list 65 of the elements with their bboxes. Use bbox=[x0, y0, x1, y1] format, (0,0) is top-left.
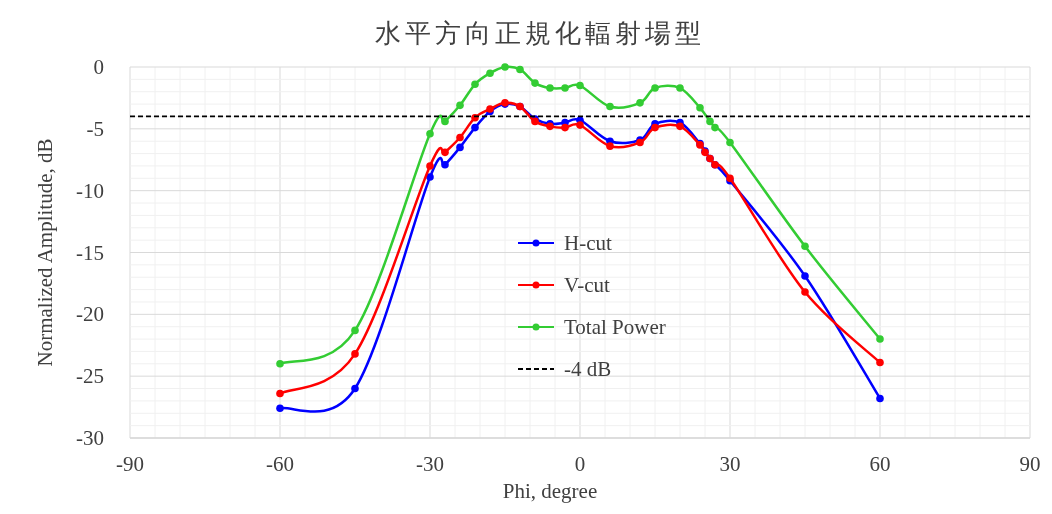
point bbox=[426, 129, 434, 138]
x-tick-label: -60 bbox=[266, 452, 294, 476]
point bbox=[576, 121, 584, 129]
point bbox=[276, 360, 284, 368]
legend-label: Total Power bbox=[564, 315, 666, 339]
legend-label: V-cut bbox=[564, 273, 611, 297]
point bbox=[501, 63, 509, 71]
legend-label: -4 dB bbox=[564, 357, 612, 381]
point bbox=[426, 162, 434, 170]
point bbox=[456, 101, 464, 110]
point bbox=[441, 160, 449, 169]
point bbox=[651, 84, 659, 92]
point bbox=[726, 138, 734, 147]
point bbox=[351, 350, 359, 358]
point bbox=[801, 288, 809, 296]
point bbox=[276, 404, 284, 413]
point bbox=[576, 81, 584, 90]
point bbox=[426, 173, 434, 181]
x-tick-label: 0 bbox=[574, 452, 586, 476]
point bbox=[561, 84, 569, 92]
point bbox=[876, 394, 884, 403]
x-tick-label: 60 bbox=[869, 452, 891, 476]
y-tick-label: -20 bbox=[76, 302, 104, 327]
point bbox=[801, 242, 809, 251]
point bbox=[546, 84, 554, 92]
point bbox=[636, 99, 644, 107]
y-tick-label: -30 bbox=[76, 426, 104, 450]
point bbox=[516, 65, 524, 74]
legend-label: H-cut bbox=[564, 231, 612, 255]
point bbox=[486, 69, 494, 77]
y-tick-label: -15 bbox=[76, 240, 104, 265]
point bbox=[801, 272, 809, 280]
point bbox=[531, 79, 539, 87]
x-tick-label: -90 bbox=[116, 452, 144, 476]
x-tick-label: 30 bbox=[719, 452, 741, 476]
x-axis-title: Phi, degree bbox=[502, 479, 598, 503]
point bbox=[456, 133, 464, 142]
y-tick-label: -25 bbox=[76, 364, 104, 389]
point bbox=[606, 102, 614, 111]
point bbox=[676, 84, 684, 92]
point bbox=[441, 148, 449, 157]
x-tick-label: -30 bbox=[416, 452, 444, 476]
point bbox=[606, 142, 614, 150]
point bbox=[276, 389, 284, 398]
point bbox=[471, 80, 479, 89]
point bbox=[706, 117, 714, 126]
point bbox=[351, 326, 359, 335]
point bbox=[676, 122, 684, 131]
point bbox=[441, 117, 449, 126]
point bbox=[696, 104, 704, 112]
point bbox=[471, 123, 479, 132]
y-tick-label: -10 bbox=[76, 178, 104, 203]
point bbox=[471, 113, 479, 122]
chart-title: 水平方向正規化輻射場型 bbox=[375, 18, 705, 48]
x-tick-label: 90 bbox=[1019, 452, 1041, 476]
point bbox=[876, 335, 884, 343]
y-axis-title: Normalized Amplitude, dB bbox=[33, 138, 57, 367]
point bbox=[351, 384, 359, 393]
y-tick-label: 0 bbox=[93, 55, 104, 79]
point bbox=[876, 358, 884, 367]
point bbox=[711, 123, 719, 132]
point bbox=[561, 123, 569, 132]
y-tick-label: -5 bbox=[86, 116, 104, 141]
point bbox=[651, 123, 659, 132]
point bbox=[456, 143, 464, 152]
